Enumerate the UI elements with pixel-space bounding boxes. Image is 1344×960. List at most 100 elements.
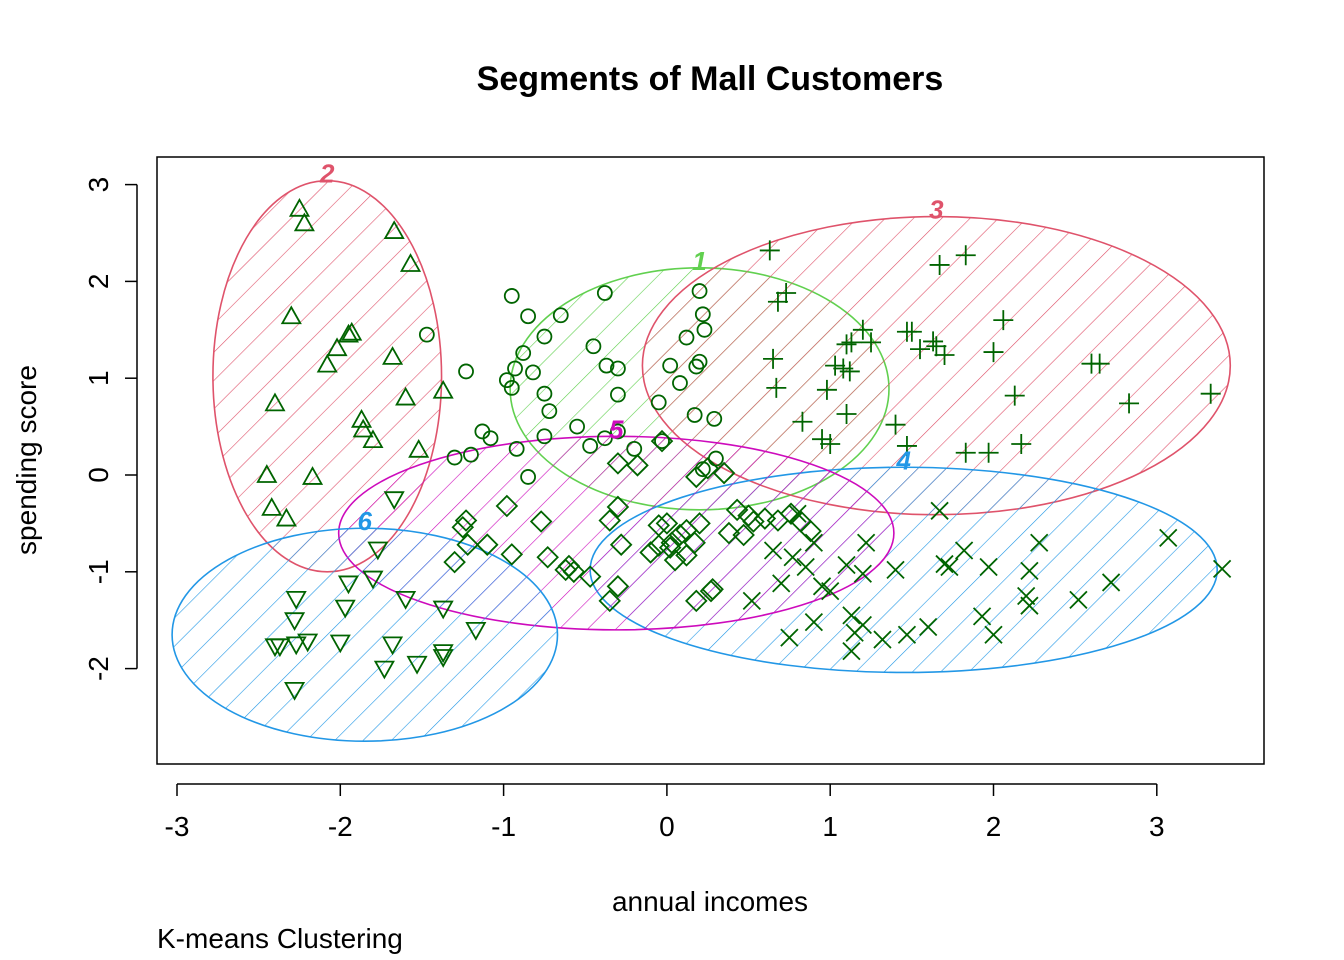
data-point	[285, 636, 307, 656]
data-point	[316, 353, 338, 373]
data-point	[842, 606, 861, 625]
data-point	[515, 345, 532, 361]
data-point	[569, 418, 585, 435]
data-point	[650, 429, 674, 453]
data-point	[503, 288, 520, 304]
data-point	[337, 575, 360, 595]
data-point	[562, 560, 586, 584]
data-point	[609, 533, 633, 556]
data-point	[495, 494, 519, 518]
data-point	[717, 521, 741, 545]
data-point	[954, 541, 974, 560]
data-point	[897, 625, 917, 644]
x-tick-label: -2	[328, 811, 353, 842]
data-point	[993, 310, 1014, 331]
data-point	[766, 377, 787, 398]
data-point	[1069, 590, 1088, 610]
data-point	[443, 550, 466, 574]
data-point	[458, 363, 474, 380]
data-point	[465, 621, 487, 641]
data-point	[839, 361, 860, 382]
data-point	[753, 507, 777, 530]
data-point	[873, 630, 892, 649]
data-point	[598, 509, 622, 532]
data-point	[799, 519, 822, 543]
data-point	[776, 283, 797, 304]
data-point	[1089, 353, 1110, 374]
data-point	[725, 498, 749, 522]
data-point	[367, 541, 389, 561]
data-point	[763, 348, 784, 369]
y-tick-label: -2	[83, 656, 114, 681]
data-point	[825, 355, 846, 376]
data-point	[293, 212, 315, 232]
data-point	[463, 446, 479, 463]
cluster-labels: 1 2 3 4 5 6	[319, 159, 944, 537]
data-point	[606, 495, 630, 519]
data-point	[821, 582, 840, 601]
data-point	[326, 337, 348, 357]
data-point	[606, 452, 630, 475]
data-point	[482, 430, 499, 447]
data-point	[678, 329, 695, 346]
data-point	[978, 442, 999, 463]
data-point	[383, 491, 405, 511]
data-point	[696, 321, 713, 338]
data-point	[541, 403, 558, 420]
data-point	[1004, 385, 1025, 406]
data-point	[432, 649, 454, 668]
data-point	[934, 344, 955, 365]
data-point	[395, 386, 417, 406]
data-point	[596, 285, 613, 301]
chart-subtitle: K-means Clustering	[157, 923, 403, 954]
data-point	[432, 644, 454, 663]
data-point	[610, 360, 626, 377]
data-point	[456, 533, 479, 556]
data-point	[1159, 528, 1178, 548]
data-point	[901, 321, 922, 342]
data-point	[598, 357, 615, 374]
data-point	[1030, 533, 1049, 552]
data-point	[520, 469, 536, 485]
x-axis: -3 -2 -1 0 1 2 3	[165, 783, 1165, 842]
data-point	[275, 507, 297, 527]
y-axis-label: spending score	[11, 365, 42, 555]
data-point	[685, 589, 708, 613]
data-point	[362, 429, 384, 449]
data-point	[852, 319, 873, 340]
data-point	[836, 404, 857, 425]
data-point	[508, 440, 525, 457]
data-point	[955, 245, 976, 266]
data-point	[1200, 383, 1221, 404]
data-point	[585, 338, 602, 355]
data-point	[536, 428, 553, 445]
data-point	[557, 554, 581, 578]
data-point	[383, 220, 405, 239]
data-point	[929, 254, 950, 275]
data-point	[536, 546, 559, 569]
data-point	[606, 575, 630, 598]
data-point	[686, 407, 703, 423]
data-point	[350, 408, 373, 428]
x-tick-label: 1	[822, 811, 838, 842]
data-point	[373, 660, 395, 680]
data-point	[406, 655, 428, 675]
data-point	[660, 531, 684, 555]
x-tick-label: -3	[165, 811, 190, 842]
x-tick-label: 0	[659, 811, 675, 842]
data-point	[856, 533, 876, 552]
data-point	[979, 557, 998, 577]
data-point	[694, 306, 711, 323]
cluster-label: 6	[358, 506, 373, 536]
data-point	[955, 442, 976, 463]
data-point	[919, 617, 938, 637]
data-point	[395, 591, 417, 610]
data-point	[264, 638, 286, 658]
data-point	[610, 423, 626, 440]
data-point	[475, 533, 499, 556]
data-point	[767, 291, 788, 312]
cluster-label: 1	[692, 246, 706, 276]
data-point	[780, 628, 799, 647]
data-point	[688, 358, 705, 375]
